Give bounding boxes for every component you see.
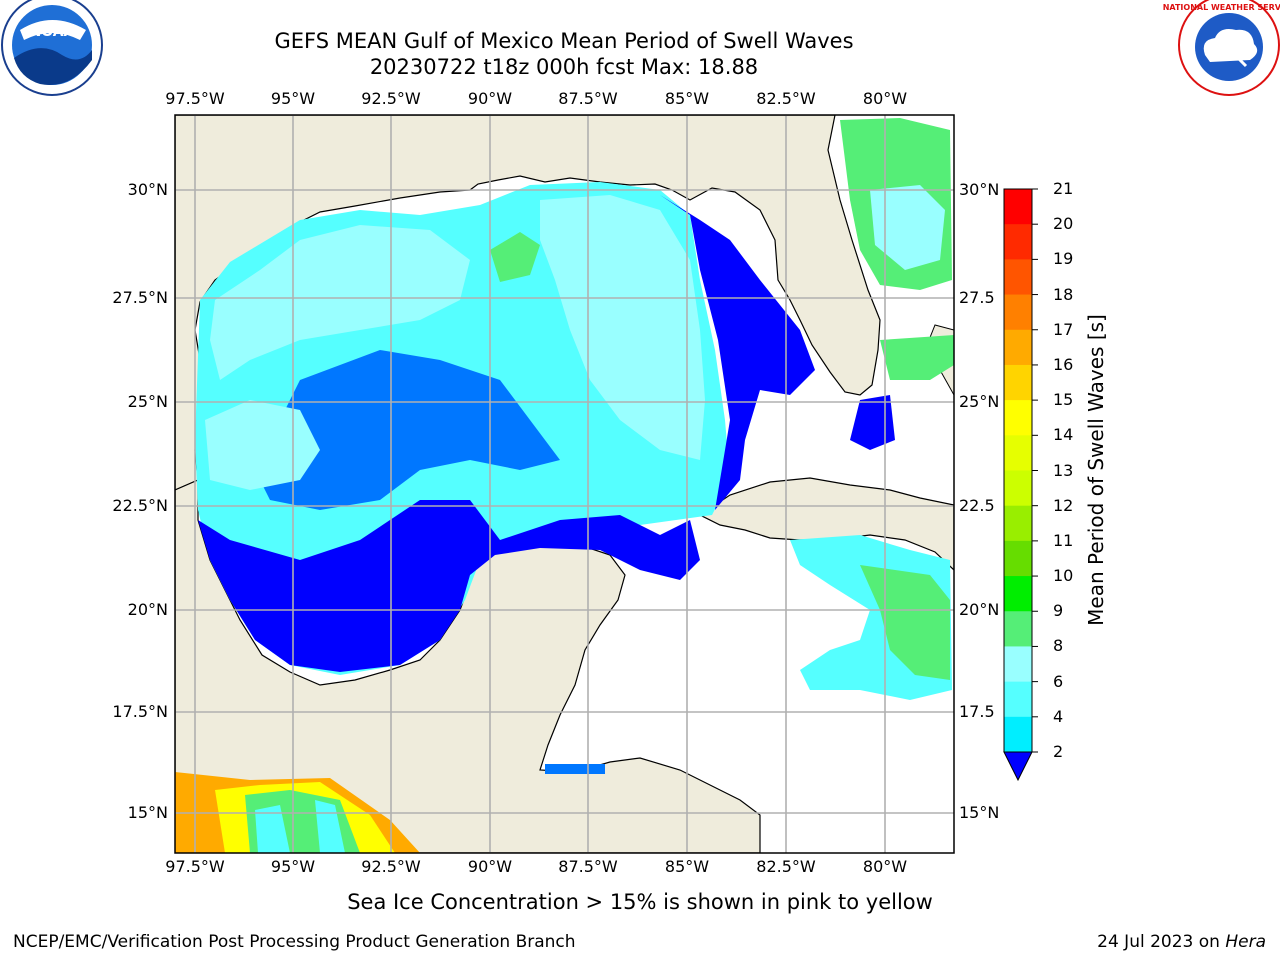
footer-date-text: 24 Jul 2023 on bbox=[1097, 932, 1226, 952]
lon-label-bottom: 97.5°W bbox=[165, 857, 225, 876]
graticule bbox=[175, 115, 954, 853]
colorbar-segment bbox=[1004, 611, 1032, 647]
swell-high-south bbox=[205, 400, 320, 490]
colorbar-segment bbox=[1004, 646, 1032, 683]
land-usa bbox=[175, 115, 881, 491]
lat-label-right: 15°N bbox=[959, 803, 1000, 822]
lat-label-right: 27.5 bbox=[959, 288, 995, 307]
lon-label-top: 80°W bbox=[862, 89, 908, 108]
lat-label-right: 25°N bbox=[959, 392, 1000, 411]
lon-label-bottom: 90°W bbox=[467, 857, 513, 876]
noaa-logo: NOAA bbox=[1, 0, 103, 96]
colorbar-tick-label: 8 bbox=[1053, 636, 1064, 656]
colorbar-tick-label: 15 bbox=[1053, 390, 1074, 410]
colorbar-segment bbox=[1004, 435, 1032, 471]
lat-label-left: 17.5°N bbox=[112, 702, 168, 721]
lat-label-right: 22.5 bbox=[959, 496, 995, 515]
colorbar-tick-label: 4 bbox=[1053, 706, 1064, 726]
swell-caribbean-green bbox=[860, 565, 950, 680]
swell-low-keys bbox=[850, 395, 895, 450]
colorbar-tick-label: 6 bbox=[1053, 671, 1064, 691]
colorbar-segment bbox=[1004, 681, 1032, 718]
colorbar-under-arrow bbox=[1003, 751, 1033, 782]
sea-ice-note: Sea Ice Concentration > 15% is shown in … bbox=[347, 890, 933, 914]
colorbar-tick-label: 17 bbox=[1053, 319, 1074, 339]
swell-green-delta bbox=[490, 232, 540, 282]
noaa-logo-text: NOAA bbox=[30, 24, 75, 40]
colorbar bbox=[1003, 188, 1038, 782]
lat-label-right: 30°N bbox=[959, 180, 1000, 199]
colorbar-segment bbox=[1004, 259, 1032, 296]
colorbar-segment bbox=[1004, 364, 1032, 401]
swell-cyan-florida-west bbox=[870, 185, 945, 270]
colorbar-label: Mean Period of Swell Waves [s] bbox=[1084, 314, 1108, 626]
colorbar-tick-label: 10 bbox=[1053, 566, 1074, 586]
lon-label-bottom: 80°W bbox=[862, 857, 908, 876]
swell-low-east bbox=[660, 195, 815, 510]
colorbar-tick-label: 11 bbox=[1053, 530, 1074, 550]
colorbar-segment bbox=[1004, 716, 1032, 753]
colorbar-tick-label: 2 bbox=[1053, 742, 1064, 761]
lat-label-right: 17.5 bbox=[959, 702, 995, 721]
lat-label-left: 25°N bbox=[127, 392, 168, 411]
lon-label-top: 95°W bbox=[270, 89, 316, 108]
colorbar-segment bbox=[1004, 505, 1032, 542]
footer-credit: NCEP/EMC/Verification Post Processing Pr… bbox=[13, 932, 576, 952]
colorbar-segment bbox=[1004, 294, 1032, 331]
lon-label-bottom: 85°W bbox=[664, 857, 710, 876]
lat-label-right: 20°N bbox=[959, 600, 1000, 619]
lon-label-top: 85°W bbox=[664, 89, 710, 108]
lat-label-left: 15°N bbox=[127, 803, 168, 822]
colorbar-segment bbox=[1004, 329, 1032, 366]
colorbar-segment bbox=[1004, 470, 1032, 507]
lat-label-left: 30°N bbox=[127, 180, 168, 199]
colorbar-segment bbox=[1004, 576, 1032, 612]
colorbar-tick-label: 14 bbox=[1053, 425, 1074, 445]
chart-title: GEFS MEAN Gulf of Mexico Mean Period of … bbox=[274, 29, 854, 53]
swell-high-central bbox=[540, 195, 705, 460]
lat-label-left: 22.5°N bbox=[112, 496, 168, 515]
swell-mid-band bbox=[250, 350, 560, 510]
colorbar-tick-label: 20 bbox=[1053, 214, 1074, 234]
national-weather-service-logo: NATIONAL WEATHER SERVICE bbox=[1163, 0, 1280, 96]
chart-subtitle: 20230722 t18z 000h fcst Max: 18.88 bbox=[369, 55, 759, 79]
colorbar-tick-label: 21 bbox=[1053, 179, 1074, 198]
colorbar-tick-label: 19 bbox=[1053, 249, 1074, 269]
lon-label-top: 97.5°W bbox=[165, 89, 225, 108]
lat-label-left: 27.5°N bbox=[112, 288, 168, 307]
footer-host: Hera bbox=[1225, 932, 1266, 952]
swell-high-west bbox=[210, 225, 470, 380]
lon-label-top: 87.5°W bbox=[558, 89, 618, 108]
swell-bay-honduras bbox=[545, 764, 605, 774]
colorbar-tick-label: 18 bbox=[1053, 284, 1074, 304]
colorbar-tick-label: 9 bbox=[1053, 601, 1064, 621]
lon-label-top: 82.5°W bbox=[756, 89, 816, 108]
lon-label-bottom: 92.5°W bbox=[361, 857, 421, 876]
lon-label-bottom: 95°W bbox=[270, 857, 316, 876]
lon-label-bottom: 87.5°W bbox=[558, 857, 618, 876]
colorbar-segment bbox=[1004, 189, 1032, 225]
lon-label-top: 92.5°W bbox=[361, 89, 421, 108]
lon-label-top: 90°W bbox=[467, 89, 513, 108]
colorbar-tick-label: 16 bbox=[1053, 354, 1074, 374]
swell-low-south bbox=[198, 500, 700, 672]
colorbar-frame bbox=[1003, 188, 1033, 753]
lon-label-bottom: 82.5°W bbox=[756, 857, 816, 876]
colorbar-segment bbox=[1004, 224, 1032, 260]
lat-label-left: 20°N bbox=[127, 600, 168, 619]
colorbar-segment bbox=[1004, 400, 1032, 436]
swell-green-bahamas bbox=[880, 335, 954, 380]
footer-date: 24 Jul 2023 on Hera bbox=[1097, 932, 1266, 952]
colorbar-segment bbox=[1004, 540, 1032, 577]
map-frame bbox=[174, 114, 955, 854]
colorbar-tick-label: 12 bbox=[1053, 495, 1074, 515]
colorbar-tick-label: 13 bbox=[1053, 460, 1074, 480]
nws-logo-text: NATIONAL WEATHER SERVICE bbox=[1163, 3, 1280, 12]
